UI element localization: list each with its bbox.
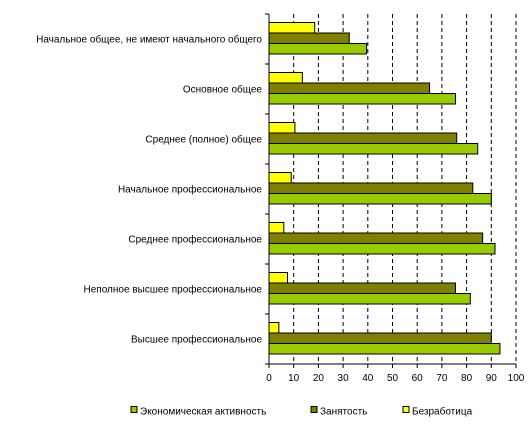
legend-label: Безработица bbox=[412, 406, 473, 418]
category-labels: Начальное общее, не имеют начального общ… bbox=[36, 34, 262, 346]
legend: Экономическая активность Занятость Безрабо… bbox=[130, 406, 473, 418]
bar bbox=[268, 243, 496, 255]
legend-swatch bbox=[402, 406, 410, 413]
bar bbox=[268, 143, 479, 155]
bar bbox=[268, 272, 289, 284]
bar bbox=[268, 322, 280, 334]
x-tick-label: 20 bbox=[313, 373, 325, 384]
category-label: Высшее профессиональное bbox=[131, 334, 262, 346]
x-tick-label: 60 bbox=[412, 373, 424, 384]
x-tick-label: 100 bbox=[508, 373, 525, 384]
category-label: Среднее (полное) общее bbox=[145, 134, 262, 146]
bar bbox=[268, 132, 458, 144]
bar bbox=[268, 72, 303, 84]
x-tick-label: 80 bbox=[461, 373, 473, 384]
category-label: Основное общее bbox=[183, 84, 263, 96]
x-tick-label: 10 bbox=[288, 373, 300, 384]
bar bbox=[268, 22, 316, 34]
bar bbox=[268, 332, 492, 344]
category-label: Неполное высшее профессиональное bbox=[84, 284, 263, 296]
bar bbox=[268, 282, 456, 294]
bar bbox=[268, 122, 296, 134]
legend-label: Экономическая активность bbox=[140, 407, 266, 418]
legend-swatch bbox=[310, 406, 318, 413]
bars bbox=[268, 22, 501, 355]
bar bbox=[268, 32, 350, 44]
x-tick-label: 50 bbox=[387, 373, 399, 384]
bar bbox=[268, 43, 368, 55]
bar bbox=[268, 343, 501, 355]
bar bbox=[268, 193, 492, 205]
x-tick-label: 90 bbox=[486, 373, 498, 384]
bar bbox=[268, 182, 474, 194]
bar bbox=[268, 293, 471, 305]
x-tick-labels: 0 10 20 30 40 50 60 70 80 90 100 bbox=[266, 373, 525, 384]
axes bbox=[265, 13, 517, 368]
bar bbox=[268, 82, 431, 94]
category-label: Среднее профессиональное bbox=[128, 234, 262, 246]
x-tick-label: 70 bbox=[436, 373, 448, 384]
bar bbox=[268, 172, 292, 184]
category-label: Начальное профессиональное bbox=[118, 184, 262, 196]
x-tick-label: 40 bbox=[362, 373, 374, 384]
x-tick-label: 30 bbox=[338, 373, 350, 384]
category-label: Начальное общее, не имеют начального общ… bbox=[36, 34, 262, 46]
bar bbox=[268, 222, 285, 234]
legend-swatch bbox=[130, 406, 138, 413]
bar bbox=[268, 93, 456, 105]
legend-label: Занятость bbox=[320, 407, 367, 418]
bar bbox=[268, 232, 484, 244]
x-tick-label: 0 bbox=[266, 373, 272, 384]
